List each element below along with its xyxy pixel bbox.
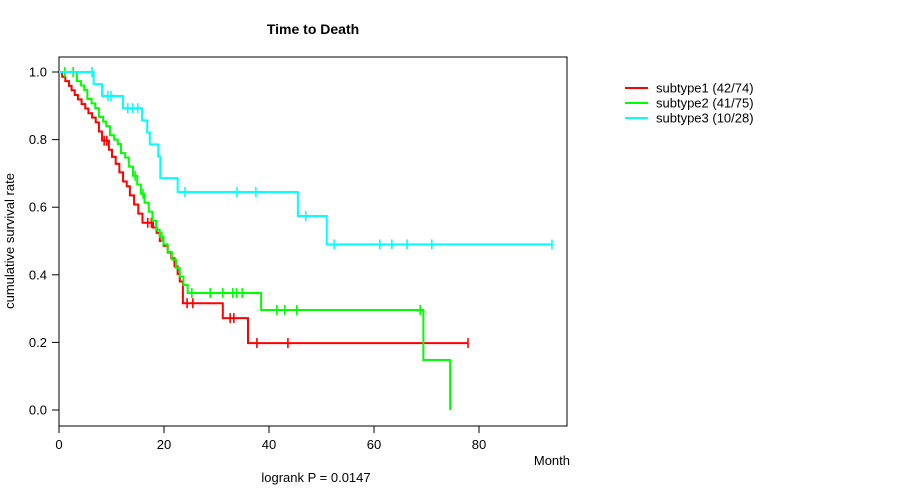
km-curve-2 <box>59 71 452 410</box>
y-tick-label: 0.0 <box>29 403 47 418</box>
logrank-note: logrank P = 0.0147 <box>261 470 370 485</box>
legend: subtype1 (42/74) subtype2 (41/75) subtyp… <box>625 81 754 126</box>
x-tick-label: 80 <box>472 437 486 452</box>
y-axis-label: cumulative survival rate <box>2 173 17 309</box>
x-tick-label: 40 <box>262 437 276 452</box>
y-tick-label: 0.2 <box>29 335 47 350</box>
y-tick-label: 0.8 <box>29 132 47 147</box>
x-tick-label: 0 <box>55 437 62 452</box>
x-axis-label: Month <box>534 453 570 468</box>
y-tick-label: 0.6 <box>29 200 47 215</box>
plot-area: 0.0 0.2 0.4 0.6 0.8 1.0 0 20 40 60 80 <box>29 56 568 452</box>
chart-title: Time to Death <box>267 21 359 37</box>
y-tick-label: 0.4 <box>29 267 47 282</box>
y-tick-label: 1.0 <box>29 65 47 80</box>
x-tick-label: 20 <box>157 437 171 452</box>
legend-label-subtype2: subtype2 (41/75) <box>656 96 754 111</box>
km-curve-1 <box>59 71 468 345</box>
km-curve-3 <box>59 71 552 246</box>
x-tick-label: 60 <box>367 437 381 452</box>
legend-label-subtype1: subtype1 (42/74) <box>656 81 754 96</box>
legend-label-subtype3: subtype3 (10/28) <box>656 111 754 126</box>
plot-box <box>58 56 568 427</box>
